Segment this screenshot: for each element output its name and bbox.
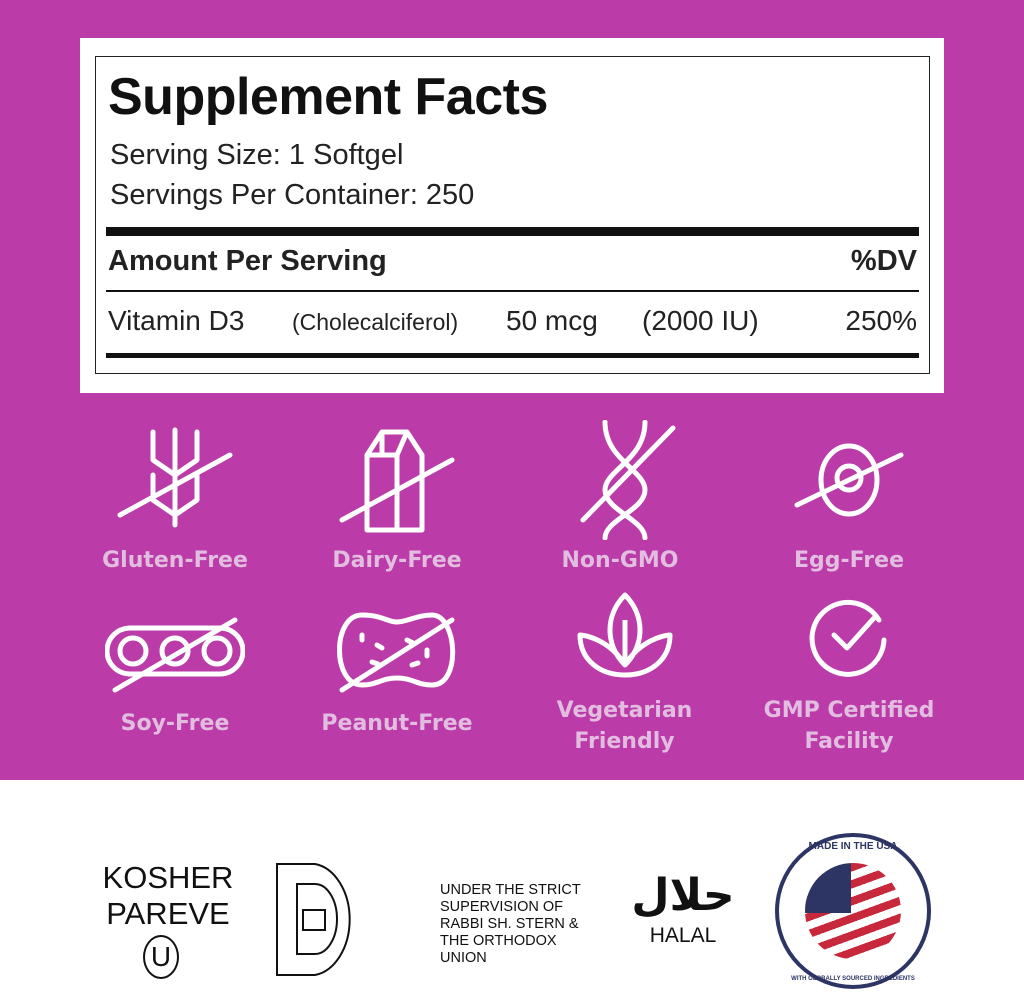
nutrient-iu: (2000 IU): [642, 305, 759, 336]
wheat-crossed-icon: [117, 427, 233, 528]
soybean-crossed-icon: [105, 617, 245, 693]
supplement-facts-panel: Supplement Facts Serving Size: 1 Softgel…: [80, 38, 944, 393]
dna-crossed-icon: [580, 420, 676, 540]
divider-bottom: [106, 353, 919, 358]
pareve-text: PAREVE: [106, 896, 230, 931]
badge-label: GMP Certified Facility: [763, 698, 935, 754]
kosher-pareve: KOSHER PAREVE: [97, 860, 239, 932]
badge-label: Egg-Free: [794, 548, 904, 573]
milk-carton-crossed-icon: [339, 429, 455, 533]
leaf-icon: [577, 592, 673, 678]
divider-thick: [106, 227, 919, 236]
usa-top-text: MADE IN THE USA: [808, 841, 898, 852]
check-circle-icon: [809, 599, 887, 677]
peanut-crossed-icon: [337, 612, 456, 693]
facts-title: Supplement Facts: [108, 68, 548, 126]
orthodox-union-symbol: U: [143, 935, 179, 979]
badge-label: Gluten-Free: [102, 548, 248, 573]
supervision-line: UNION: [440, 950, 487, 966]
egg-crossed-icon: [794, 443, 904, 517]
servings-per-container: Servings Per Container: 250: [110, 179, 475, 211]
kosher-text: KOSHER: [102, 860, 234, 895]
supervision-line: RABBI SH. STERN &: [440, 916, 579, 932]
serving-size: Serving Size: 1 Softgel: [110, 139, 404, 171]
nutrient-dv: 250%: [845, 305, 917, 336]
supervision-text: UNDER THE STRICT SUPERVISION OF RABBI SH…: [440, 882, 581, 967]
rabbinical-seal-logo: [276, 863, 351, 976]
badge-label: Peanut-Free: [321, 711, 473, 736]
made-in-usa-seal: MADE IN THE USA WITH GLOBALLY SOURCED IN…: [775, 833, 931, 989]
header-dv: %DV: [850, 245, 917, 277]
nutrient-detail: (Cholecalciferol): [292, 309, 459, 335]
halal-arabic: حلال: [631, 870, 735, 921]
badge-label: Soy-Free: [120, 711, 230, 736]
badge-label: Dairy-Free: [332, 548, 462, 573]
header-amount: Amount Per Serving: [108, 245, 387, 277]
us-flag-icon: [805, 863, 901, 959]
badge-label: Non-GMO: [561, 548, 679, 573]
nutrient-name: Vitamin D3: [108, 305, 245, 336]
supervision-line: THE ORTHODOX: [440, 933, 557, 949]
halal-text: HALAL: [649, 924, 717, 947]
halal-logo: حلال HALAL: [628, 868, 738, 948]
divider-thin: [106, 290, 919, 292]
badge-label: Vegetarian Friendly: [556, 698, 693, 754]
supervision-line: SUPERVISION OF: [440, 899, 564, 915]
supervision-line: UNDER THE STRICT: [440, 882, 581, 898]
usa-bottom-text: WITH GLOBALLY SOURCED INGREDIENTS: [791, 976, 915, 982]
nutrient-amount: 50 mcg: [506, 305, 598, 336]
